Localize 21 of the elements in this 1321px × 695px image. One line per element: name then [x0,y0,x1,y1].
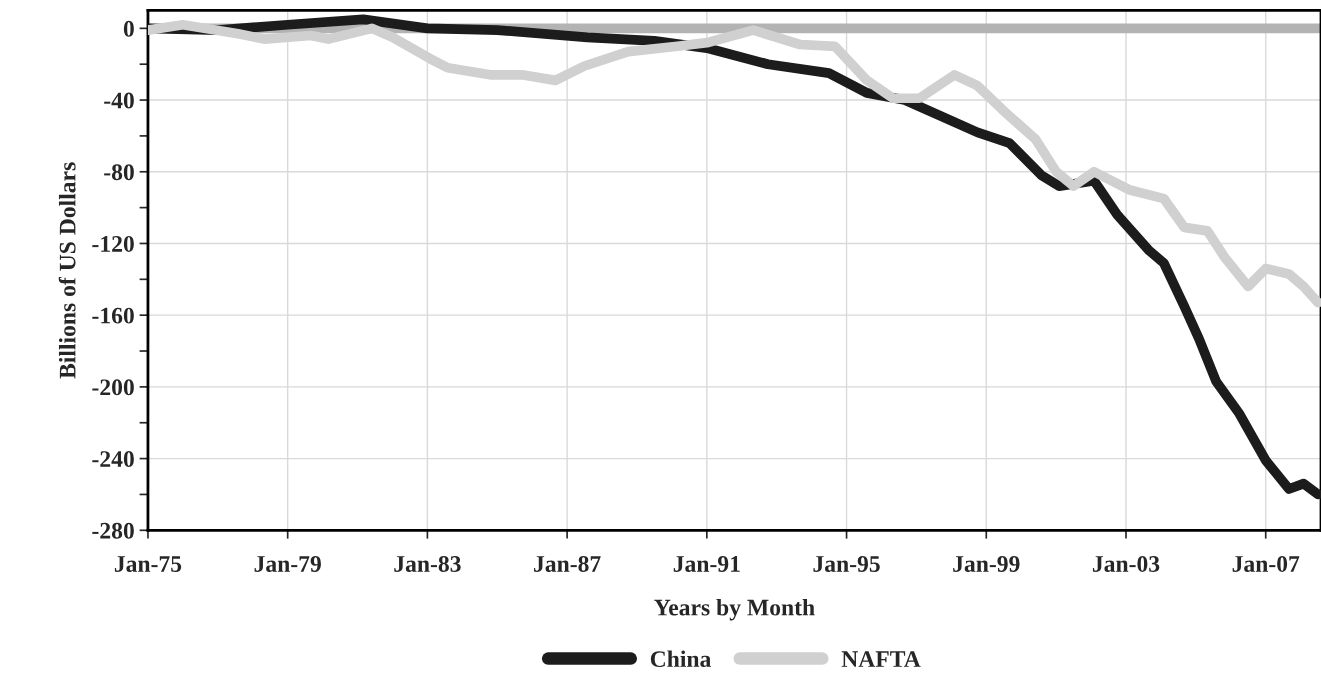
x-tick-label: Jan-99 [953,556,1020,572]
y-tick-label: -120 [92,235,134,252]
y-tick-label: -80 [104,164,134,181]
y-tick-label: -160 [92,307,134,324]
y-tick-label: 0 [123,20,134,37]
x-tick-label: Jan-95 [813,556,880,572]
legend-label: China [650,650,711,668]
legend-label: NAFTA [841,651,921,667]
y-axis-title: Billions of US Dollars [58,162,76,379]
x-axis-title: Years by Month [654,598,815,621]
x-tick-label: Jan-79 [254,556,321,572]
y-tick-label: -40 [104,92,134,109]
x-tick-label: Jan-03 [1092,555,1160,572]
x-tick-label: Jan-07 [1232,555,1300,572]
y-tick-label: -240 [92,451,134,467]
x-tick-label: Jan-87 [534,555,601,572]
x-tick-label: Jan-91 [673,556,740,572]
x-tick-label: Jan-83 [394,555,461,572]
x-tick-label: Jan-75 [114,556,182,572]
y-tick-label: -280 [92,522,134,539]
y-tick-label: -200 [92,379,134,396]
